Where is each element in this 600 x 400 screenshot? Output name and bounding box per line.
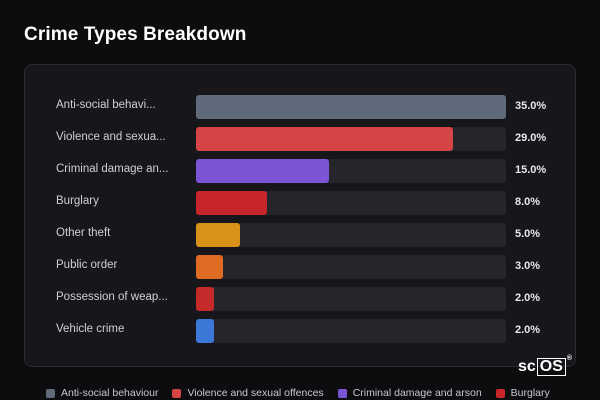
legend-swatch bbox=[46, 388, 55, 398]
bar-row: Public order 3.0% bbox=[25, 255, 575, 279]
bar-category-label: Violence and sexua... bbox=[56, 131, 166, 143]
bar bbox=[196, 287, 214, 311]
legend-label: Criminal damage and arson bbox=[352, 387, 482, 399]
legend-item: Anti-social behaviour bbox=[46, 387, 158, 399]
bar-category-label: Burglary bbox=[56, 195, 99, 207]
watermark-prefix: sc bbox=[518, 358, 536, 375]
bar-category-label: Criminal damage an... bbox=[56, 163, 169, 175]
bar-row: Criminal damage an... 15.0% bbox=[25, 159, 575, 183]
chart-title: Crime Types Breakdown bbox=[24, 24, 247, 45]
bar-category-label: Vehicle crime bbox=[56, 323, 125, 335]
bar-value-label: 3.0% bbox=[515, 260, 541, 272]
bar-value-label: 5.0% bbox=[515, 228, 541, 240]
bar-track bbox=[196, 95, 506, 119]
bar bbox=[196, 319, 214, 343]
bar-value-label: 2.0% bbox=[515, 324, 541, 336]
bar-row: Anti-social behavi... 35.0% bbox=[25, 95, 575, 119]
bar bbox=[196, 191, 267, 215]
legend-item: Violence and sexual offences bbox=[172, 387, 324, 399]
bar-track bbox=[196, 319, 506, 343]
bar-value-label: 2.0% bbox=[515, 292, 541, 304]
bar-value-label: 8.0% bbox=[515, 196, 541, 208]
legend-swatch bbox=[495, 388, 505, 398]
bar bbox=[196, 255, 223, 279]
bar bbox=[196, 127, 453, 151]
bar-value-label: 35.0% bbox=[515, 100, 547, 112]
chart-card: Anti-social behavi... 35.0% Violence and s… bbox=[24, 64, 576, 367]
bar bbox=[196, 159, 329, 183]
bar-row: Burglary 8.0% bbox=[25, 191, 575, 215]
bar-row: Possession of weap... 2.0% bbox=[25, 287, 575, 311]
legend-swatch bbox=[337, 388, 347, 398]
legend-swatch bbox=[172, 388, 182, 398]
legend-label: Anti-social behaviour bbox=[61, 387, 159, 399]
watermark-boxed: OS bbox=[536, 358, 566, 376]
bar-track bbox=[196, 191, 506, 215]
bar-track bbox=[196, 287, 506, 311]
bar-track bbox=[196, 159, 506, 183]
bar-track bbox=[196, 223, 506, 247]
bar-category-label: Possession of weap... bbox=[56, 291, 168, 303]
bar-row: Violence and sexua... 29.0% bbox=[25, 127, 575, 151]
legend-label: Violence and sexual offences bbox=[187, 387, 324, 399]
bar-track bbox=[196, 127, 506, 151]
bar-row: Vehicle crime 2.0% bbox=[25, 319, 575, 343]
chart-legend: Anti-social behaviour Violence and sexual… bbox=[46, 387, 550, 399]
bar-row: Other theft 5.0% bbox=[25, 223, 575, 247]
bar-category-label: Public order bbox=[56, 259, 118, 271]
bar-value-label: 15.0% bbox=[515, 164, 547, 176]
watermark-registered-mark: ® bbox=[566, 354, 573, 362]
legend-item: Criminal damage and arson bbox=[337, 387, 482, 399]
legend-label: Burglary bbox=[510, 387, 550, 399]
bar-category-label: Other theft bbox=[56, 227, 111, 239]
bar bbox=[196, 95, 506, 119]
bar-value-label: 29.0% bbox=[515, 132, 547, 144]
bar-category-label: Anti-social behavi... bbox=[56, 99, 156, 111]
bar-track bbox=[196, 255, 506, 279]
legend-item: Burglary bbox=[495, 387, 550, 399]
watermark-logo: sc OS ® bbox=[518, 354, 573, 376]
bar bbox=[196, 223, 240, 247]
